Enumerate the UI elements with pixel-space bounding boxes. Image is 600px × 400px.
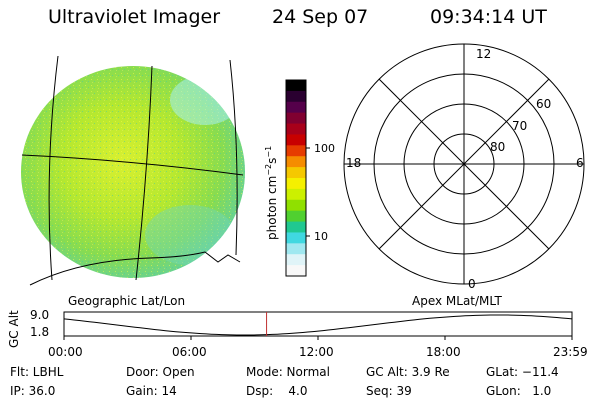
color-scale-swatch <box>286 188 306 201</box>
scale-label-10: 10 <box>314 230 328 243</box>
color-scale-swatch <box>286 156 306 168</box>
status-mode: Mode: Normal <box>246 365 330 379</box>
gc-alt-ymax: 9.0 <box>30 308 50 322</box>
color-scale-swatch <box>286 221 306 234</box>
color-scale-swatch <box>286 123 306 136</box>
color-scale-swatch <box>286 112 306 125</box>
status-glon: GLon: 1.0 <box>486 384 552 398</box>
scale-unit-label: photon cm−2s−1 <box>264 145 279 240</box>
time-tick-0600: 06:00 <box>172 345 207 359</box>
color-scale-swatch <box>286 210 306 223</box>
color-scale-swatch <box>286 254 306 266</box>
instrument-title: Ultraviolet Imager <box>48 6 221 28</box>
scale-label-100: 100 <box>314 142 335 155</box>
status-gain: Gain: 14 <box>126 384 177 398</box>
gc-altitude-timeline <box>63 311 573 340</box>
color-scale-swatch <box>286 145 306 157</box>
time-tick-1800: 18:00 <box>426 345 461 359</box>
mlt-label-0: 0 <box>468 277 476 291</box>
color-scale-swatch <box>286 178 306 190</box>
status-dsp: Dsp: 4.0 <box>246 384 308 398</box>
mlt-label-18: 18 <box>346 156 362 170</box>
gc-alt-ymin: 1.8 <box>30 325 50 339</box>
status-glat: GLat: −11.4 <box>486 365 559 379</box>
polar-plot <box>343 43 585 285</box>
status-seq: Seq: 39 <box>366 384 412 398</box>
mlat-label-70: 70 <box>512 119 528 133</box>
uv-disk <box>21 66 245 278</box>
time-tick-0000: 00:00 <box>48 345 83 359</box>
mlat-label-60: 60 <box>536 97 552 111</box>
color-scale-swatch <box>286 90 306 103</box>
color-scale-swatch <box>286 134 306 146</box>
mlt-label-12: 12 <box>476 47 492 61</box>
geographic-caption: Geographic Lat/Lon <box>68 294 186 308</box>
time-tick-2359: 23:59 <box>553 345 588 359</box>
apex-caption: Apex MLat/MLT <box>412 294 502 308</box>
color-scale-swatch <box>286 199 306 212</box>
status-door: Door: Open <box>126 365 195 379</box>
color-scale-swatch <box>286 167 306 179</box>
observation-time: 09:34:14 UT <box>430 6 547 28</box>
color-scale-swatch <box>286 232 306 244</box>
mlat-label-80: 80 <box>490 140 506 154</box>
color-scale-bar <box>286 80 306 277</box>
color-scale-swatch <box>286 265 306 277</box>
status-ip: IP: 36.0 <box>10 384 56 398</box>
color-scale-swatch <box>286 80 306 92</box>
status-filter: Flt: LBHL <box>10 365 64 379</box>
status-gc-alt: GC Alt: 3.9 Re <box>366 365 450 379</box>
time-tick-1200: 12:00 <box>299 345 334 359</box>
observation-date: 24 Sep 07 <box>272 6 369 28</box>
mlt-label-6: 6 <box>576 156 584 170</box>
color-scale-swatch <box>286 101 306 114</box>
color-scale-swatch <box>286 243 306 255</box>
gc-alt-axis-label: GC Alt <box>7 310 21 348</box>
geographic-grid <box>21 55 244 286</box>
